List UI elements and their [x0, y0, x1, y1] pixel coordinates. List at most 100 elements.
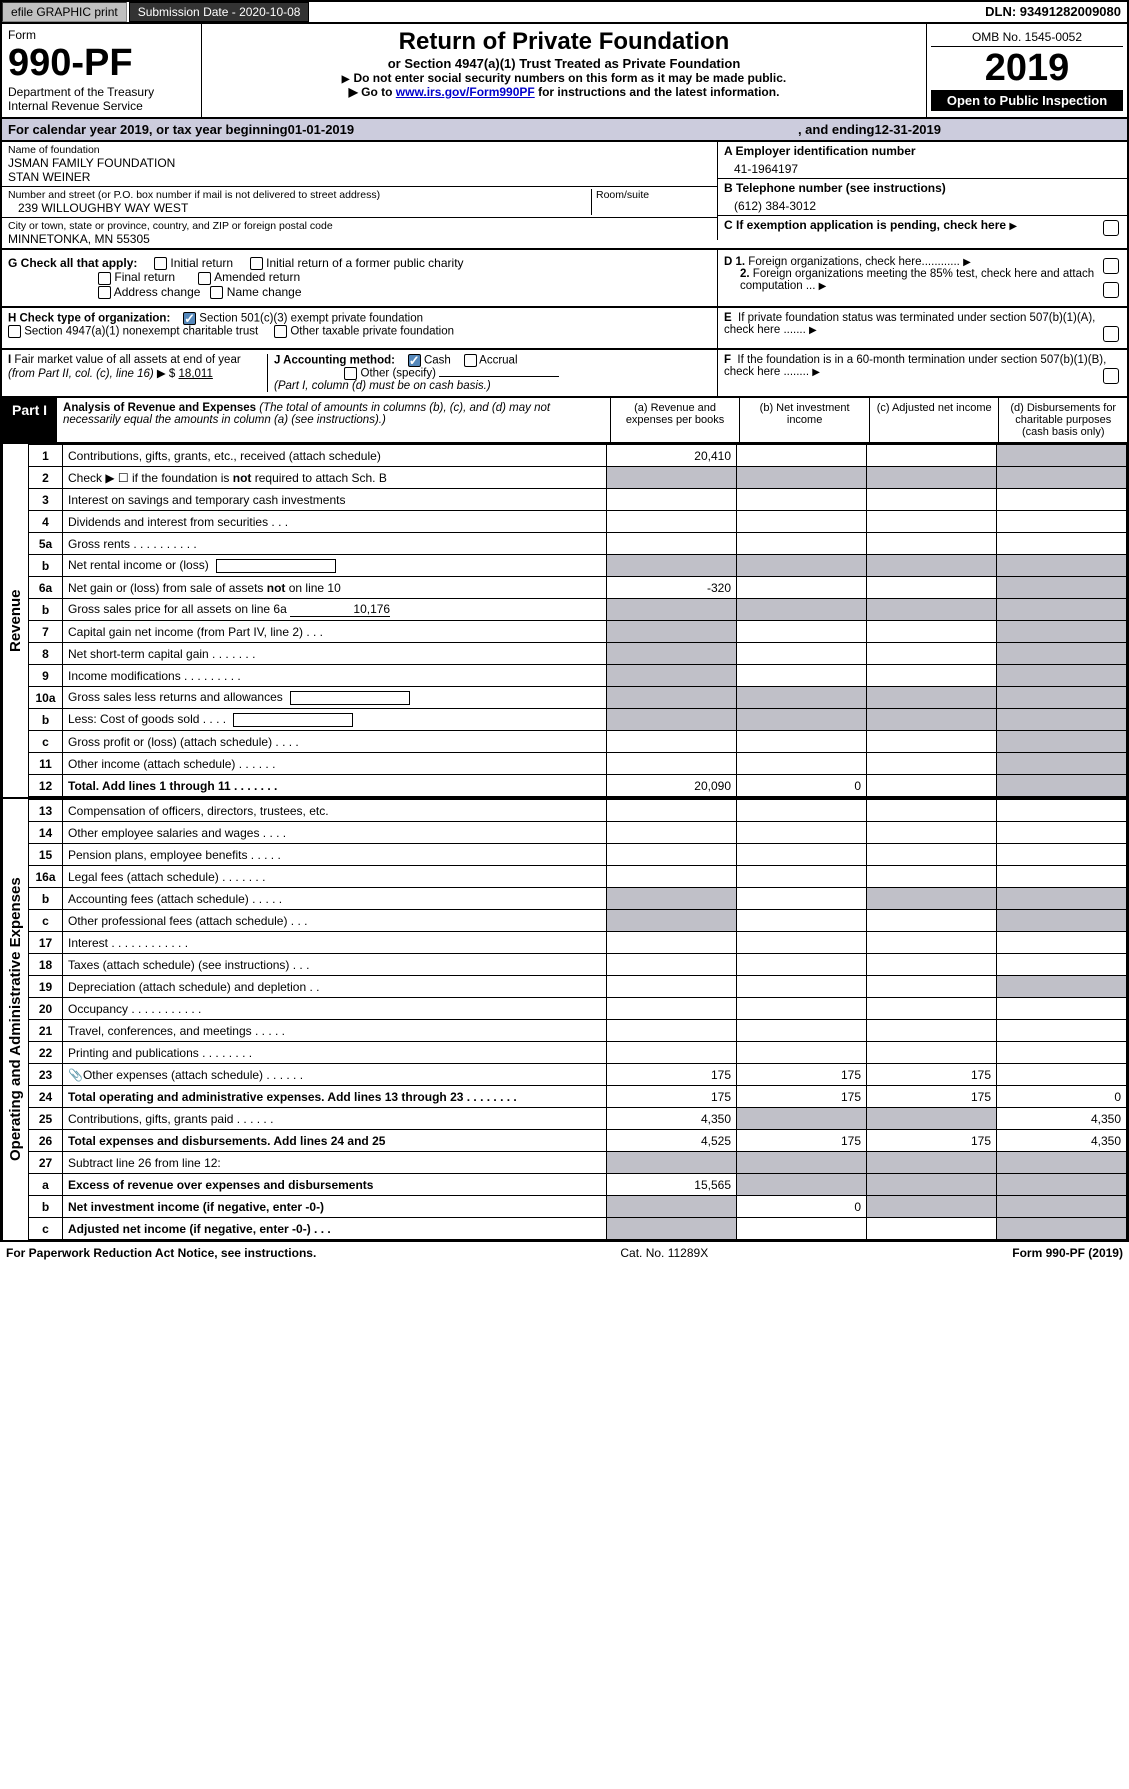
entity-info-grid: Name of foundation JSMAN FAMILY FOUNDATI…	[0, 142, 1129, 250]
cell-a: 175	[607, 1064, 737, 1086]
chk-namechg[interactable]	[210, 286, 223, 299]
cell-a	[607, 910, 737, 932]
foundation-name-1: JSMAN FAMILY FOUNDATION	[8, 156, 711, 170]
cell-c	[867, 888, 997, 910]
form-header: Form 990-PF Department of the Treasury I…	[0, 24, 1129, 119]
room-label: Room/suite	[596, 189, 711, 201]
line-num: 13	[29, 800, 63, 822]
line-desc: Contributions, gifts, grants, etc., rece…	[63, 445, 607, 467]
chk-d2[interactable]	[1103, 282, 1119, 298]
line-num: 9	[29, 665, 63, 687]
cell-d	[997, 844, 1127, 866]
cell-a	[607, 687, 737, 709]
line-desc: Other professional fees (attach schedule…	[63, 910, 607, 932]
chk-initial-former[interactable]	[250, 257, 263, 270]
line-num: a	[29, 1174, 63, 1196]
line-num: b	[29, 709, 63, 731]
dln-label: DLN: 93491282009080	[979, 2, 1127, 22]
cell-c	[867, 621, 997, 643]
cell-a	[607, 665, 737, 687]
cell-b	[737, 445, 867, 467]
cell-c	[867, 1174, 997, 1196]
line-num: 17	[29, 932, 63, 954]
arrow-icon: ▶	[1009, 221, 1017, 232]
chk-initial[interactable]	[154, 257, 167, 270]
line-num: 27	[29, 1152, 63, 1174]
cell-c	[867, 932, 997, 954]
line-num: 11	[29, 753, 63, 775]
cell-d	[997, 731, 1127, 753]
lbl-other-acct: Other (specify)	[361, 368, 436, 380]
cell-a	[607, 1152, 737, 1174]
line-num: 16a	[29, 866, 63, 888]
instr-ssn: Do not enter social security numbers on …	[206, 71, 922, 85]
g-label: G Check all that apply:	[8, 256, 137, 270]
chk-f[interactable]	[1103, 368, 1119, 384]
line-desc: Excess of revenue over expenses and disb…	[63, 1174, 607, 1196]
line-desc: Occupancy . . . . . . . . . . .	[63, 998, 607, 1020]
chk-accrual[interactable]	[464, 354, 477, 367]
line-desc: Depreciation (attach schedule) and deple…	[63, 976, 607, 998]
cell-c	[867, 866, 997, 888]
part1-title-block: Analysis of Revenue and Expenses (The to…	[57, 398, 610, 442]
cell-a	[607, 954, 737, 976]
form-label: Form	[8, 28, 195, 42]
footer-form-ref: Form 990-PF (2019)	[1012, 1246, 1123, 1260]
cell-d	[997, 1064, 1127, 1086]
footer-left: For Paperwork Reduction Act Notice, see …	[6, 1246, 316, 1260]
city-label: City or town, state or province, country…	[8, 220, 711, 232]
cell-d	[997, 888, 1127, 910]
instr-goto: ▶ Go to www.irs.gov/Form990PF for instru…	[206, 85, 922, 99]
cell-d	[997, 643, 1127, 665]
chk-4947[interactable]	[8, 325, 21, 338]
omb-number: OMB No. 1545-0052	[931, 28, 1123, 47]
cell-d	[997, 1218, 1127, 1240]
chk-other-acct[interactable]	[344, 367, 357, 380]
cell-b	[737, 709, 867, 731]
cell-b	[737, 1020, 867, 1042]
city-state-zip: MINNETONKA, MN 55305	[8, 232, 711, 246]
cell-b	[737, 866, 867, 888]
g-checks: G Check all that apply: Initial return I…	[2, 250, 717, 306]
line-desc: Check ▶ ☐ if the foundation is not requi…	[63, 467, 607, 489]
exemption-checkbox[interactable]	[1103, 220, 1119, 236]
cell-a	[607, 976, 737, 998]
lbl-amended: Amended return	[214, 270, 300, 284]
chk-cash[interactable]	[408, 354, 421, 367]
line-desc: Gross rents . . . . . . . . . .	[63, 533, 607, 555]
chk-d1[interactable]	[1103, 258, 1119, 274]
chk-final[interactable]	[98, 272, 111, 285]
chk-e[interactable]	[1103, 326, 1119, 342]
addr-label: Number and street (or P.O. box number if…	[8, 189, 591, 201]
submission-date-btn[interactable]: Submission Date - 2020-10-08	[129, 2, 310, 22]
line-num: c	[29, 910, 63, 932]
j-label: J Accounting method:	[274, 355, 395, 367]
form-link[interactable]: www.irs.gov/Form990PF	[396, 85, 535, 99]
cell-c	[867, 1108, 997, 1130]
cell-a	[607, 1196, 737, 1218]
calyear-mid: , and ending	[798, 122, 875, 137]
chk-other-tax[interactable]	[274, 325, 287, 338]
cell-a	[607, 555, 737, 577]
cell-d	[997, 1196, 1127, 1218]
cell-c	[867, 976, 997, 998]
cell-d	[997, 954, 1127, 976]
cell-b	[737, 888, 867, 910]
dept-treasury: Department of the Treasury	[8, 85, 195, 99]
cell-b	[737, 976, 867, 998]
cell-a	[607, 932, 737, 954]
line-desc: Printing and publications . . . . . . . …	[63, 1042, 607, 1064]
chk-amended[interactable]	[198, 272, 211, 285]
page-footer: For Paperwork Reduction Act Notice, see …	[0, 1242, 1129, 1264]
cell-c	[867, 445, 997, 467]
cell-c	[867, 1152, 997, 1174]
cell-d	[997, 665, 1127, 687]
cell-d	[997, 709, 1127, 731]
chk-address[interactable]	[98, 286, 111, 299]
lbl-cash: Cash	[424, 355, 451, 367]
chk-501c3[interactable]	[183, 312, 196, 325]
cell-a	[607, 866, 737, 888]
line-desc: Less: Cost of goods sold . . . .	[63, 709, 607, 731]
efile-btn[interactable]: efile GRAPHIC print	[2, 2, 127, 22]
calyear-end: 12-31-2019	[875, 122, 942, 137]
